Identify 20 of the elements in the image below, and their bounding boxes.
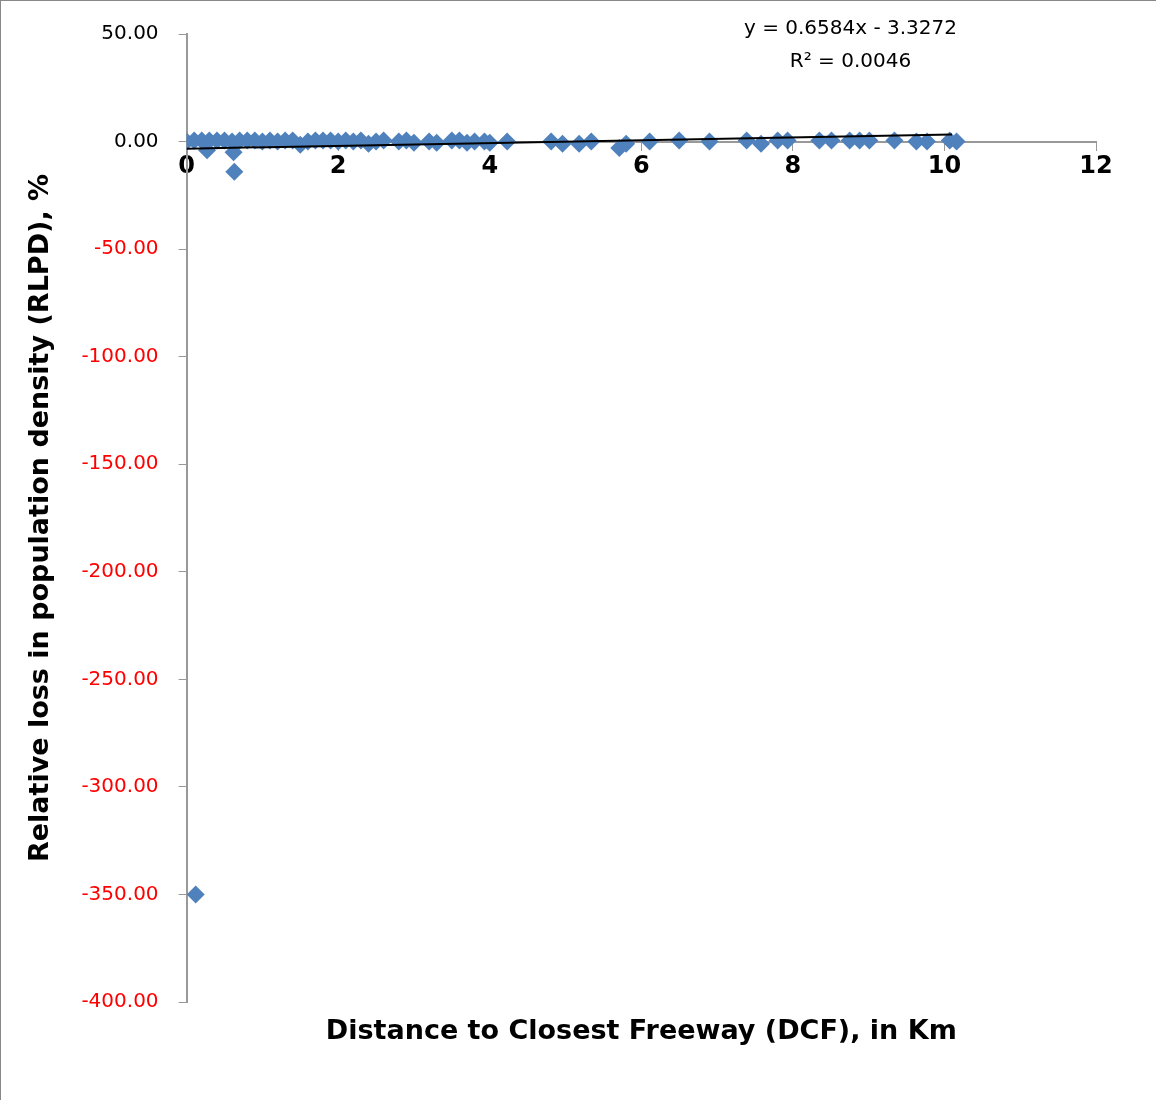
x-tick-label: 4 (481, 151, 499, 180)
y-tick-label: 0.00 (114, 127, 159, 152)
x-tick-label: 6 (632, 151, 650, 180)
y-tick-label: -300.00 (81, 773, 159, 798)
annotation: y = 0.6584x - 3.3272 (743, 15, 957, 40)
x-axis-title: Distance to Closest Freeway (DCF), in Km (325, 1014, 957, 1046)
y-axis-title: Relative loss in population density (RLPD), % (23, 173, 55, 863)
y-tick-label: -50.00 (94, 235, 159, 260)
annotation: R² = 0.0046 (789, 48, 912, 73)
x-tick-label: 10 (927, 151, 962, 180)
y-tick-label: 50.00 (101, 20, 159, 45)
y-tick-label: -150.00 (81, 450, 159, 475)
y-tick-label: -400.00 (81, 988, 159, 1013)
x-tick-label: 8 (784, 151, 802, 180)
y-tick-label: -350.00 (81, 880, 159, 905)
y-tick-label: -200.00 (81, 557, 159, 582)
y-tick-label: -100.00 (81, 342, 159, 367)
x-tick-label: 12 (1079, 151, 1113, 180)
x-tick-label: 2 (329, 151, 347, 180)
y-tick-label: -250.00 (81, 665, 159, 690)
